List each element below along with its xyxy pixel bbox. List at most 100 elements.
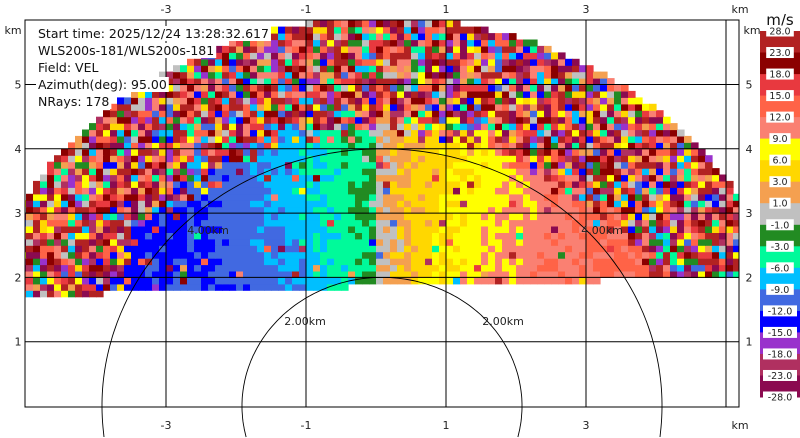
velocity-cell: [390, 232, 398, 240]
velocity-cell: [544, 129, 552, 137]
velocity-cell: [369, 45, 377, 53]
velocity-cell: [677, 187, 685, 195]
velocity-cell: [684, 206, 692, 214]
velocity-cell: [341, 161, 349, 169]
velocity-cell: [404, 84, 412, 92]
velocity-cell: [572, 110, 580, 118]
velocity-cell: [159, 135, 167, 143]
velocity-cell: [187, 129, 195, 137]
velocity-cell: [257, 65, 265, 73]
velocity-cell: [446, 226, 454, 233]
velocity-cell: [173, 238, 181, 246]
velocity-cell: [621, 226, 629, 233]
velocity-cell: [614, 90, 622, 98]
velocity-cell: [579, 168, 587, 176]
velocity-cell: [600, 200, 608, 208]
velocity-cell: [75, 219, 83, 227]
velocity-cell: [173, 206, 181, 214]
velocity-cell: [404, 251, 412, 259]
velocity-cell: [145, 245, 153, 253]
velocity-cell: [572, 135, 580, 143]
velocity-cell: [495, 251, 503, 259]
velocity-cell: [397, 168, 405, 176]
velocity-cell: [502, 193, 510, 201]
velocity-cell: [383, 155, 391, 163]
velocity-cell: [411, 84, 419, 92]
velocity-cell: [271, 84, 279, 92]
velocity-cell: [117, 258, 125, 266]
velocity-cell: [509, 219, 517, 227]
velocity-cell: [341, 258, 349, 266]
velocity-cell: [390, 142, 398, 150]
velocity-cell: [677, 206, 685, 214]
velocity-cell: [418, 200, 426, 208]
velocity-cell: [236, 264, 244, 272]
velocity-cell: [271, 71, 279, 79]
velocity-cell: [530, 103, 538, 111]
velocity-cell: [404, 200, 412, 208]
velocity-cell: [579, 135, 587, 143]
velocity-cell: [425, 232, 433, 240]
velocity-cell: [502, 271, 510, 278]
velocity-cell: [222, 142, 230, 150]
velocity-cell: [404, 97, 412, 105]
velocity-cell: [586, 193, 594, 201]
velocity-cell: [516, 206, 524, 214]
velocity-cell: [453, 148, 461, 156]
velocity-cell: [425, 78, 433, 86]
velocity-cell: [341, 206, 349, 214]
velocity-cell: [313, 200, 321, 208]
velocity-cell: [635, 135, 643, 143]
velocity-cell: [285, 232, 293, 240]
velocity-cell: [523, 123, 531, 131]
velocity-cell: [82, 232, 90, 240]
velocity-cell: [229, 232, 237, 240]
velocity-cell: [320, 226, 328, 233]
velocity-cell: [460, 206, 468, 214]
velocity-cell: [572, 123, 580, 131]
velocity-cell: [593, 78, 601, 86]
velocity-cell: [103, 258, 111, 266]
velocity-cell: [159, 129, 167, 137]
velocity-cell: [432, 33, 440, 41]
velocity-cell: [684, 213, 692, 221]
velocity-cell: [117, 219, 125, 227]
velocity-cell: [628, 219, 636, 227]
velocity-cell: [712, 168, 720, 176]
velocity-cell: [376, 135, 384, 143]
velocity-cell: [180, 148, 188, 156]
velocity-cell: [257, 264, 265, 272]
velocity-cell: [516, 238, 524, 246]
velocity-cell: [621, 232, 629, 240]
velocity-cell: [572, 97, 580, 105]
velocity-cell: [733, 251, 739, 259]
velocity-cell: [649, 116, 657, 124]
velocity-cell: [152, 200, 160, 208]
velocity-cell: [649, 200, 657, 208]
colorbar-label: 12.0: [769, 113, 790, 124]
velocity-cell: [145, 142, 153, 150]
colorbar-label: -3.0: [771, 242, 790, 253]
velocity-cell: [432, 264, 440, 272]
velocity-cell: [481, 78, 489, 86]
velocity-cell: [418, 232, 426, 240]
velocity-cell: [383, 116, 391, 124]
velocity-cell: [257, 180, 265, 188]
velocity-cell: [187, 200, 195, 208]
velocity-cell: [404, 103, 412, 111]
velocity-cell: [691, 155, 699, 163]
velocity-cell: [572, 65, 580, 73]
velocity-cell: [397, 84, 405, 92]
velocity-cell: [635, 116, 643, 124]
velocity-cell: [334, 245, 342, 253]
velocity-cell: [481, 251, 489, 259]
velocity-cell: [173, 116, 181, 124]
velocity-cell: [138, 232, 146, 240]
velocity-cell: [719, 213, 727, 221]
velocity-cell: [194, 129, 202, 137]
velocity-cell: [306, 20, 314, 28]
velocity-cell: [502, 238, 510, 246]
velocity-cell: [341, 226, 349, 233]
velocity-cell: [509, 200, 517, 208]
velocity-cell: [369, 116, 377, 124]
